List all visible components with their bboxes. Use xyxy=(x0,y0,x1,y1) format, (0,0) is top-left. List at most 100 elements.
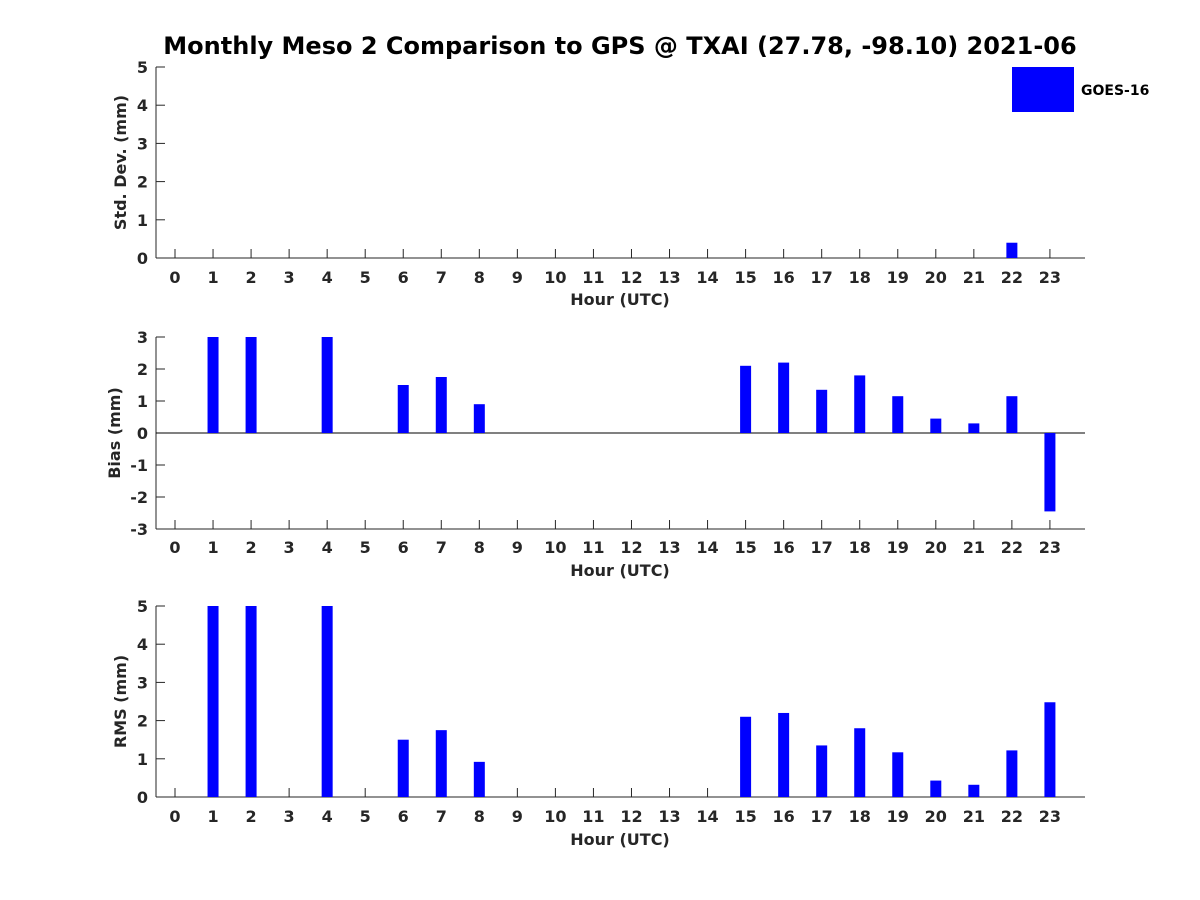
x-axis-label: Hour (UTC) xyxy=(570,830,670,849)
y-tick-label: 2 xyxy=(137,360,148,379)
x-tick-label: 5 xyxy=(360,807,371,826)
x-tick-label: 19 xyxy=(887,538,909,557)
x-tick-label: 21 xyxy=(963,807,985,826)
x-tick-label: 2 xyxy=(246,807,257,826)
x-tick-label: 14 xyxy=(696,807,718,826)
y-tick-label: 4 xyxy=(137,635,148,654)
x-tick-label: 11 xyxy=(582,268,604,287)
x-tick-label: 1 xyxy=(207,268,218,287)
x-tick-label: 23 xyxy=(1039,807,1061,826)
x-tick-label: 21 xyxy=(963,538,985,557)
y-tick-label: -2 xyxy=(130,488,148,507)
x-tick-label: 7 xyxy=(436,807,447,826)
x-tick-label: 11 xyxy=(582,538,604,557)
x-tick-label: 14 xyxy=(696,268,718,287)
x-tick-label: 1 xyxy=(207,807,218,826)
y-axis-label: Bias (mm) xyxy=(105,387,124,479)
x-tick-label: 12 xyxy=(620,807,642,826)
x-tick-label: 4 xyxy=(322,807,333,826)
bar-hour-15 xyxy=(740,716,752,797)
x-tick-label: 10 xyxy=(544,538,566,557)
y-tick-label: 5 xyxy=(137,58,148,77)
x-tick-label: 20 xyxy=(925,807,947,826)
bar-hour-15 xyxy=(740,365,752,433)
bar-hour-1 xyxy=(207,606,219,797)
bar-hour-20 xyxy=(930,418,942,433)
bar-hour-22 xyxy=(1006,750,1018,797)
y-axis-label: Std. Dev. (mm) xyxy=(111,95,130,230)
y-tick-label: 2 xyxy=(137,173,148,192)
x-tick-label: 0 xyxy=(169,538,180,557)
bar-hour-17 xyxy=(816,389,828,433)
x-tick-label: 15 xyxy=(734,807,756,826)
x-tick-label: 17 xyxy=(811,538,833,557)
bar-hour-20 xyxy=(930,780,942,797)
x-tick-label: 18 xyxy=(849,538,871,557)
bar-hour-2 xyxy=(245,606,257,797)
x-tick-label: 16 xyxy=(773,268,795,287)
bar-hour-19 xyxy=(892,752,904,797)
x-tick-label: 23 xyxy=(1039,268,1061,287)
x-tick-label: 9 xyxy=(512,268,523,287)
y-tick-label: 1 xyxy=(137,211,148,230)
x-tick-label: 22 xyxy=(1001,268,1023,287)
bar-hour-21 xyxy=(968,423,980,433)
y-tick-label: 0 xyxy=(137,788,148,807)
x-tick-label: 20 xyxy=(925,538,947,557)
bar-hour-23 xyxy=(1044,702,1056,797)
x-tick-label: 7 xyxy=(436,268,447,287)
y-tick-label: -1 xyxy=(130,456,148,475)
x-tick-label: 6 xyxy=(398,538,409,557)
bar-hour-1 xyxy=(207,337,219,433)
x-tick-label: 2 xyxy=(246,268,257,287)
x-tick-label: 21 xyxy=(963,268,985,287)
y-tick-label: 5 xyxy=(137,597,148,616)
x-tick-label: 12 xyxy=(620,538,642,557)
x-tick-label: 20 xyxy=(925,268,947,287)
y-axis-label: RMS (mm) xyxy=(111,655,130,748)
bar-hour-18 xyxy=(854,728,866,797)
x-tick-label: 3 xyxy=(284,807,295,826)
x-tick-label: 2 xyxy=(246,538,257,557)
bar-hour-4 xyxy=(321,337,333,433)
y-tick-label: 3 xyxy=(137,328,148,347)
x-tick-label: 8 xyxy=(474,538,485,557)
x-tick-label: 3 xyxy=(284,538,295,557)
legend-swatch-goes-16 xyxy=(1012,67,1074,112)
y-tick-label: 3 xyxy=(137,673,148,692)
x-tick-label: 15 xyxy=(734,538,756,557)
x-tick-label: 17 xyxy=(811,807,833,826)
y-tick-label: 4 xyxy=(137,96,148,115)
bar-hour-6 xyxy=(397,385,409,433)
x-tick-label: 10 xyxy=(544,268,566,287)
bar-hour-23 xyxy=(1044,433,1056,512)
bar-hour-7 xyxy=(435,730,447,797)
x-tick-label: 5 xyxy=(360,268,371,287)
bar-hour-18 xyxy=(854,375,866,433)
x-tick-label: 11 xyxy=(582,807,604,826)
chart-title: Monthly Meso 2 Comparison to GPS @ TXAI … xyxy=(163,32,1076,60)
x-tick-label: 13 xyxy=(658,807,680,826)
x-tick-label: 9 xyxy=(512,538,523,557)
bar-hour-7 xyxy=(435,377,447,433)
y-tick-label: 1 xyxy=(137,392,148,411)
x-tick-label: 18 xyxy=(849,807,871,826)
x-tick-label: 13 xyxy=(658,538,680,557)
bar-hour-6 xyxy=(397,739,409,797)
y-tick-label: -3 xyxy=(130,520,148,539)
bar-hour-21 xyxy=(968,784,980,797)
bar-hour-17 xyxy=(816,745,828,797)
legend: GOES-16 xyxy=(1012,67,1149,112)
y-tick-label: 0 xyxy=(137,424,148,443)
x-tick-label: 22 xyxy=(1001,538,1023,557)
bar-hour-16 xyxy=(778,712,790,797)
bar-hour-8 xyxy=(473,761,485,797)
y-tick-label: 0 xyxy=(137,249,148,268)
x-tick-label: 22 xyxy=(1001,807,1023,826)
x-tick-label: 10 xyxy=(544,807,566,826)
bar-hour-19 xyxy=(892,396,904,433)
x-tick-label: 0 xyxy=(169,807,180,826)
